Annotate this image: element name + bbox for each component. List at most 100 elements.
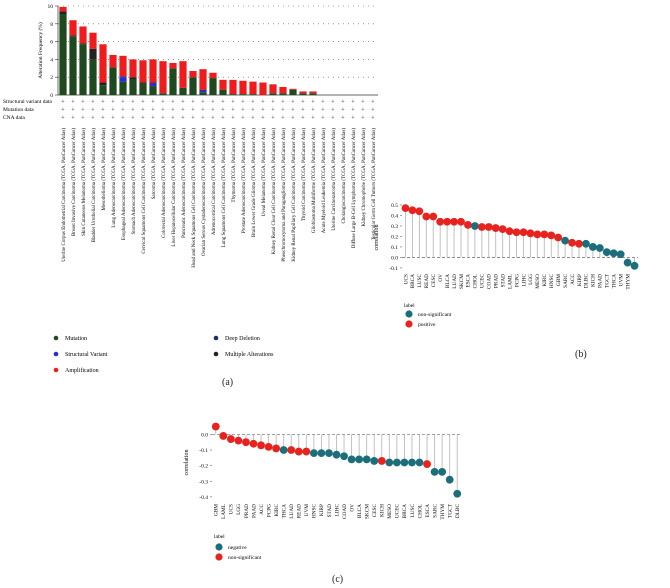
panel-label-a: (a) (222, 377, 234, 388)
x-tick-label: ACC (259, 504, 265, 515)
x-tick-label: UVM (618, 274, 624, 287)
track-marker: + (71, 100, 75, 106)
lollipop-point (498, 225, 507, 234)
bar-segment (309, 91, 317, 94)
x-tick-label: Acute Myeloid Leukemia (TCGA, PanCancer … (322, 128, 327, 234)
lollipop-point (512, 228, 521, 237)
lollipop-point (347, 455, 356, 464)
track-marker: + (361, 100, 365, 106)
x-tick-label: COAD (342, 504, 348, 519)
bar-segment (149, 59, 157, 83)
x-tick-label: Uveal Melanoma (TCGA, PanCancer Atlas) (262, 128, 267, 217)
track-marker: + (321, 116, 325, 122)
bar-segment (299, 91, 307, 94)
legend-marker (405, 320, 413, 328)
lollipop-point (219, 432, 228, 440)
track-marker: + (311, 100, 315, 106)
lollipop-point (340, 452, 348, 461)
x-tick-label: Cholangiocarcinoma (TCGA, PanCancer Atla… (342, 128, 347, 224)
x-tick-label: LIHC (521, 274, 527, 287)
track-marker: + (91, 116, 95, 122)
track-label: CNA data (3, 115, 25, 121)
x-tick-label: SKCM (364, 504, 370, 519)
legend-title: label (214, 534, 225, 540)
bar-segment (79, 26, 87, 44)
bar-segment (139, 82, 147, 84)
bar-segment (119, 55, 127, 77)
track-marker: + (361, 108, 365, 114)
bar-segment (99, 44, 107, 83)
track-marker: + (241, 108, 245, 114)
x-tick-label: MESO (535, 274, 541, 289)
track-marker: + (201, 108, 205, 114)
x-tick-label: GBM (556, 274, 562, 286)
x-tick-label: BLCA (445, 274, 451, 288)
y-tick-label: -0.2 (199, 464, 208, 470)
track-marker: + (81, 116, 85, 122)
x-tick-label: Diffuse Large B-Cell Lymphoma (TCGA, Pan… (352, 128, 357, 249)
lollipop-point (249, 439, 258, 448)
lollipop-point (408, 206, 417, 215)
track-marker: + (91, 108, 95, 114)
track-marker: + (311, 116, 315, 122)
x-tick-label: Ovarian Serous Cystadenocarcinoma (TCGA,… (202, 128, 207, 256)
track-marker: + (211, 100, 215, 106)
bar-segment (69, 35, 77, 37)
track-marker: + (331, 100, 335, 106)
bar-segment (219, 79, 227, 90)
track-marker: + (251, 116, 255, 122)
x-tick-label: LUAD (289, 504, 295, 519)
x-tick-label: CHOL (417, 504, 423, 518)
track-marker: + (281, 108, 285, 114)
track-marker: + (131, 108, 135, 114)
track-marker: + (291, 108, 295, 114)
lollipop-point (400, 458, 409, 467)
x-tick-label: THYM (440, 504, 446, 520)
x-tick-label: GBM (214, 504, 220, 516)
x-tick-label: KIRC (542, 274, 548, 287)
lollipop-point (602, 248, 611, 257)
x-tick-label: Stomach Adenocarcinoma (TCGA, PanCancer … (132, 128, 137, 235)
bar-segment (139, 60, 147, 83)
x-tick-label: Esophageal Adenocarcinoma (TCGA, PanCanc… (122, 128, 127, 240)
x-tick-label: Cervical Squamous Cell Carcinoma (TCGA, … (142, 128, 147, 254)
x-tick-label: Thymoma (TCGA, PanCancer Atlas) (232, 128, 237, 203)
bar-segment (199, 90, 207, 93)
lollipop-point (616, 250, 625, 259)
x-tick-label: KIRP (577, 274, 583, 286)
panel-label-b: (b) (575, 349, 587, 360)
track-marker: + (271, 100, 275, 106)
track-label: Structural variant data (3, 99, 52, 105)
track-marker: + (141, 108, 145, 114)
lollipop-point (630, 261, 639, 270)
x-tick-label: HNSC (549, 274, 555, 289)
bar-segment (59, 11, 67, 15)
bar-segment (279, 93, 287, 95)
lollipop-point (438, 467, 447, 476)
bar-segment (239, 80, 247, 95)
x-tick-label: STAD (327, 504, 333, 518)
lollipop-point (401, 204, 410, 213)
bar-segment (189, 70, 197, 78)
track-marker: + (341, 100, 345, 106)
lollipop-point (332, 450, 341, 459)
x-tick-label: PAAD (598, 274, 604, 288)
x-tick-label: KIRP (319, 504, 325, 516)
bar-segment (89, 32, 97, 49)
track-marker: + (301, 116, 305, 122)
bar-segment (199, 92, 207, 95)
bar-segment (149, 83, 157, 87)
track-marker: + (291, 116, 295, 122)
lollipop-point (279, 446, 288, 454)
lollipop-point (370, 457, 379, 465)
lollipop-point (317, 449, 326, 458)
track-marker: + (191, 108, 195, 114)
track-marker: + (281, 116, 285, 122)
lollipop-point (272, 444, 281, 453)
lollipop-point (609, 249, 618, 258)
lollipop-point (595, 244, 604, 252)
track-marker: + (131, 116, 135, 122)
lollipop-point (561, 236, 570, 245)
panel-label-c: (c) (332, 574, 344, 585)
lollipop-point (294, 447, 303, 456)
